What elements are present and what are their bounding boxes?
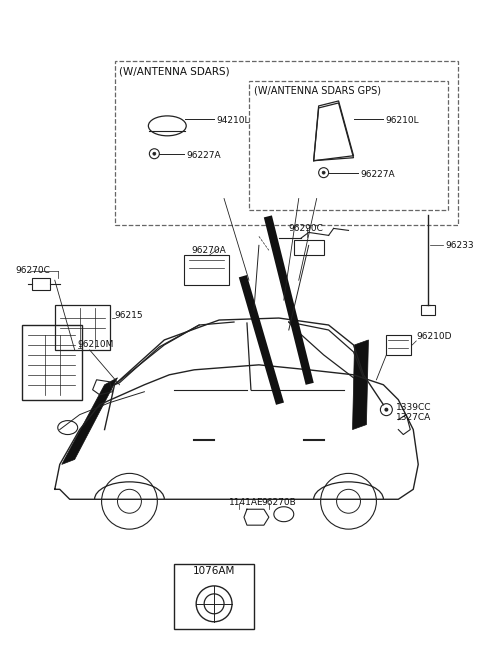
Circle shape xyxy=(384,407,388,411)
Bar xyxy=(174,564,254,629)
Text: 96210D: 96210D xyxy=(416,333,452,341)
Polygon shape xyxy=(352,340,369,430)
Bar xyxy=(55,305,109,350)
Text: 96233: 96233 xyxy=(445,241,474,250)
Text: 96290C: 96290C xyxy=(289,224,324,233)
Text: 96210M: 96210M xyxy=(78,341,114,349)
Bar xyxy=(22,325,82,400)
Bar xyxy=(249,81,448,210)
Text: (W/ANTENNA SDARS): (W/ANTENNA SDARS) xyxy=(120,66,230,76)
Text: 96210L: 96210L xyxy=(385,117,419,125)
Text: (W/ANTENNA SDARS GPS): (W/ANTENNA SDARS GPS) xyxy=(254,86,381,96)
Text: 1076AM: 1076AM xyxy=(193,566,235,576)
Bar xyxy=(184,255,229,285)
Circle shape xyxy=(153,152,156,155)
Text: 96270B: 96270B xyxy=(261,498,296,507)
Text: 1327CA: 1327CA xyxy=(396,413,432,422)
Bar xyxy=(386,335,411,355)
Bar xyxy=(32,278,50,290)
Polygon shape xyxy=(62,378,118,464)
Text: 1339CC: 1339CC xyxy=(396,403,432,412)
Text: 1141AE: 1141AE xyxy=(229,498,264,507)
Bar xyxy=(421,305,435,315)
Bar xyxy=(115,61,458,225)
Text: 96270C: 96270C xyxy=(15,266,50,274)
Text: 96227A: 96227A xyxy=(360,170,395,179)
Text: 96270A: 96270A xyxy=(191,246,226,255)
Text: 96227A: 96227A xyxy=(186,151,221,160)
Bar xyxy=(294,240,324,255)
Text: 94210L: 94210L xyxy=(216,117,250,125)
Circle shape xyxy=(322,171,325,174)
Text: 96215: 96215 xyxy=(115,310,143,320)
